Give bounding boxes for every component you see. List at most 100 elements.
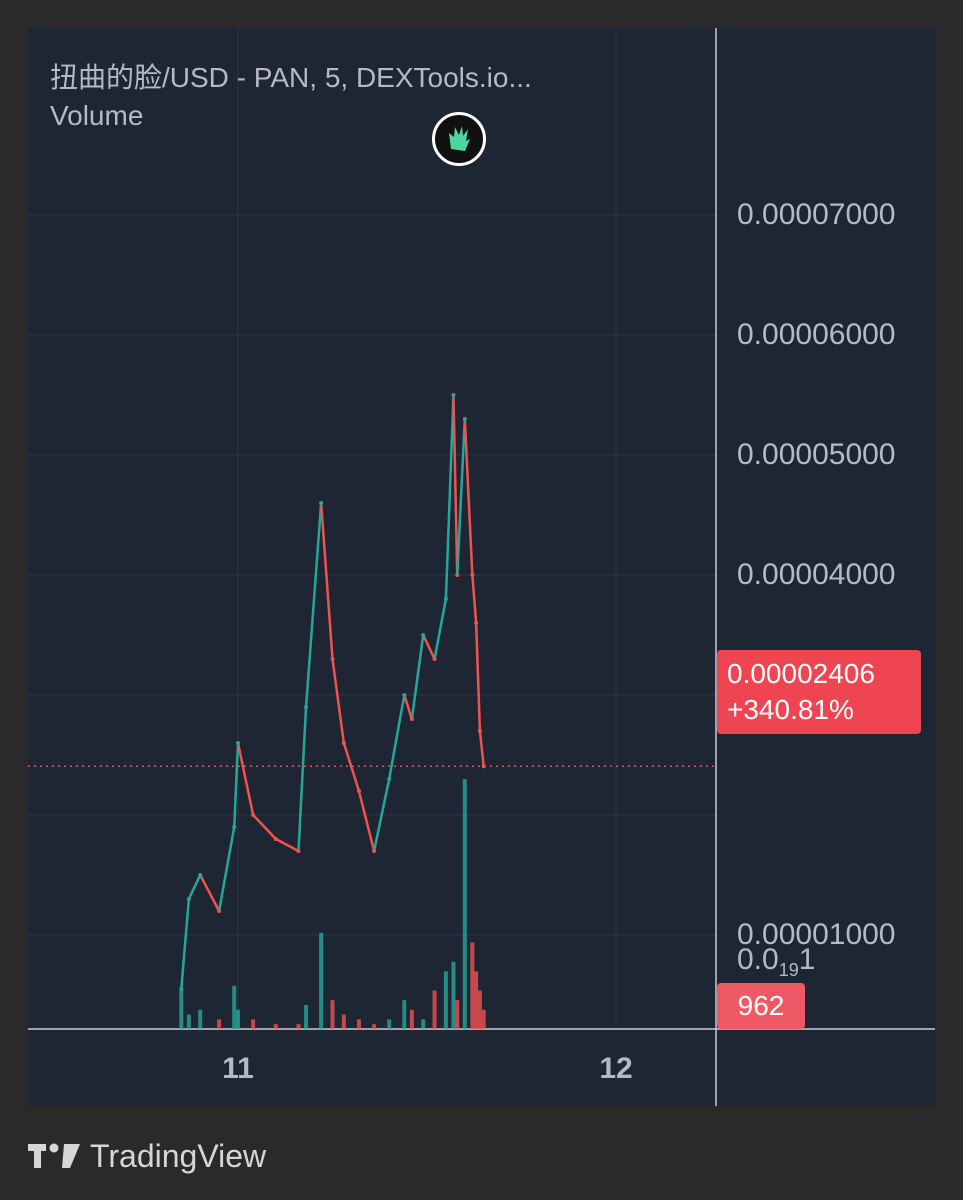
legend-volume: Volume bbox=[50, 100, 144, 131]
price-point bbox=[421, 633, 426, 637]
price-point bbox=[296, 849, 301, 853]
volume-bar bbox=[186, 1014, 191, 1029]
volume-bar bbox=[474, 971, 479, 1029]
price-point bbox=[470, 573, 475, 577]
price-segment bbox=[474, 621, 482, 733]
price-segment bbox=[421, 633, 436, 661]
last-price-badge: 0.00002406 +340.81% bbox=[717, 650, 921, 734]
volume-bar bbox=[372, 1024, 377, 1029]
volume-bar bbox=[319, 932, 324, 1029]
price-segment bbox=[342, 741, 361, 793]
price-segment bbox=[471, 573, 478, 625]
price-point bbox=[477, 729, 482, 733]
price-point bbox=[402, 693, 407, 697]
price-segment bbox=[297, 705, 308, 853]
volume-bar bbox=[451, 961, 456, 1029]
volume-badge: 962 bbox=[717, 983, 805, 1029]
price-point bbox=[372, 849, 377, 853]
volume-bar bbox=[217, 1019, 222, 1029]
volume-bar bbox=[304, 1004, 309, 1029]
price-segment bbox=[444, 393, 455, 601]
price-point bbox=[319, 501, 324, 505]
price-segment bbox=[410, 633, 425, 721]
price-segment bbox=[478, 729, 485, 768]
tradingview-logo-icon bbox=[28, 1143, 80, 1168]
price-point bbox=[443, 597, 448, 601]
volume-bar bbox=[356, 1019, 361, 1029]
volume-bar bbox=[198, 1009, 203, 1029]
volume-bar bbox=[455, 1000, 460, 1029]
price-axis-label: 0.00006000 bbox=[737, 318, 896, 351]
price-axis-label: 0.00007000 bbox=[737, 198, 896, 231]
price-point bbox=[330, 657, 335, 661]
price-segment bbox=[304, 501, 323, 709]
price-chart[interactable] bbox=[28, 28, 935, 1106]
price-segment bbox=[455, 417, 467, 577]
price-point bbox=[341, 741, 346, 745]
price-point bbox=[455, 573, 460, 577]
price-segment bbox=[232, 741, 240, 829]
volume-bar bbox=[387, 1019, 392, 1029]
price-segment bbox=[236, 741, 255, 817]
volume-bar bbox=[296, 1024, 301, 1029]
tradingview-brand[interactable]: TradingView bbox=[28, 1132, 266, 1180]
volume-bar bbox=[236, 1009, 240, 1029]
last-price-value: 0.00002406 bbox=[727, 658, 875, 689]
price-point bbox=[356, 789, 361, 793]
price-point bbox=[409, 717, 414, 721]
price-segment bbox=[357, 789, 376, 853]
volume-bar bbox=[481, 1009, 486, 1029]
price-segment bbox=[319, 501, 334, 661]
volume-bar bbox=[251, 1019, 256, 1029]
time-axis-label-12: 12 bbox=[599, 1052, 633, 1085]
time-axis-label-11: 11 bbox=[222, 1052, 254, 1085]
price-segment bbox=[331, 657, 346, 745]
price-segment bbox=[187, 873, 202, 901]
price-point bbox=[232, 825, 237, 829]
volume-bar bbox=[470, 942, 475, 1029]
volume-bar bbox=[462, 779, 467, 1029]
price-point bbox=[474, 621, 479, 625]
volume-bar bbox=[443, 971, 448, 1029]
price-point bbox=[462, 417, 467, 421]
price-segment bbox=[198, 873, 221, 913]
price-segment bbox=[463, 417, 474, 577]
price-segment bbox=[403, 693, 414, 721]
price-axis-subscript-label: 0.0191 bbox=[737, 943, 816, 980]
volume-bar bbox=[341, 1014, 346, 1029]
price-segment bbox=[251, 813, 278, 841]
volume-bar bbox=[232, 985, 237, 1029]
price-axis-label: 0.00005000 bbox=[737, 438, 896, 471]
price-axis-label: 0.00001000 bbox=[737, 918, 896, 951]
last-price-change: +340.81% bbox=[727, 694, 854, 725]
price-point bbox=[236, 741, 240, 745]
price-point bbox=[451, 393, 456, 397]
price-point bbox=[387, 777, 392, 781]
legend-title: 扭曲的脸/USD - PAN, 5, DEXTools.io... bbox=[50, 62, 532, 93]
price-segment bbox=[217, 825, 236, 913]
price-point bbox=[481, 764, 486, 769]
volume-bar bbox=[273, 1024, 278, 1029]
volume-bar bbox=[402, 1000, 407, 1029]
volume-bar bbox=[179, 990, 184, 1029]
chart-panel[interactable]: 扭曲的脸/USD - PAN, 5, DEXTools.io... Volume… bbox=[28, 28, 935, 1106]
volume-bar bbox=[432, 990, 437, 1029]
price-point bbox=[179, 987, 184, 991]
volume-bar bbox=[421, 1019, 426, 1029]
brand-text: TradingView bbox=[90, 1137, 267, 1174]
volume-bar bbox=[330, 1000, 335, 1029]
price-point bbox=[217, 909, 222, 913]
price-segment bbox=[180, 897, 191, 991]
volume-bar bbox=[409, 1009, 414, 1029]
price-point bbox=[198, 873, 203, 877]
price-point bbox=[273, 837, 278, 841]
price-segment bbox=[433, 597, 448, 661]
price-segment bbox=[452, 393, 459, 577]
volume-bar bbox=[477, 990, 482, 1029]
price-segment bbox=[274, 837, 300, 853]
price-segment bbox=[387, 693, 406, 781]
price-segment bbox=[372, 777, 391, 853]
price-point bbox=[432, 657, 437, 661]
price-point bbox=[251, 813, 256, 817]
price-axis-label: 0.00004000 bbox=[737, 558, 896, 591]
